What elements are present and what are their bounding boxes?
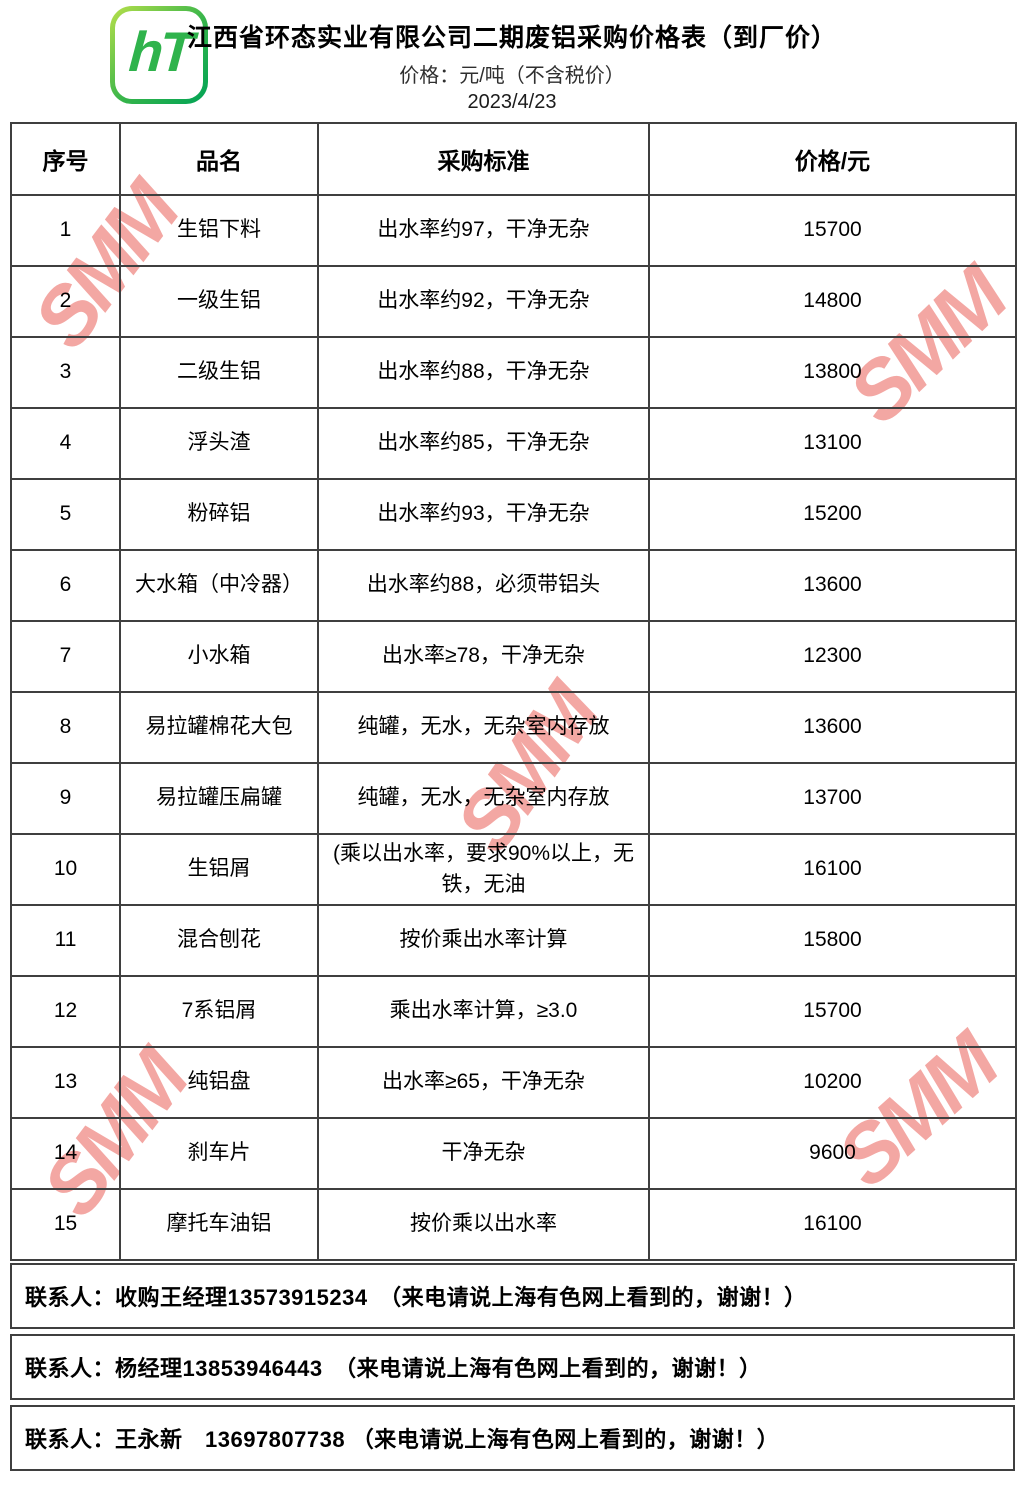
price-unit-subtitle: 价格：元/吨（不含税价） — [399, 65, 625, 87]
cell-standard: 按价乘出水率计算 — [317, 904, 650, 977]
table-row-15: 15 摩托车油铝 按价乘以出水率 16100 — [10, 1188, 1017, 1261]
company-logo: hT — [110, 6, 208, 104]
cell-standard: 按价乘以出水率 — [317, 1188, 650, 1261]
cell-product: 刹车片 — [119, 1117, 319, 1190]
cell-no: 8 — [10, 691, 121, 764]
cell-product: 易拉罐棉花大包 — [119, 691, 319, 764]
cell-product: 浮头渣 — [119, 407, 319, 480]
cell-product: 小水箱 — [119, 620, 319, 693]
cell-standard: 出水率约93，干净无杂 — [317, 478, 650, 551]
cell-price: 15700 — [648, 194, 1017, 267]
company-logo-inner: hT — [115, 11, 203, 99]
cell-no: 2 — [10, 265, 121, 338]
cell-no: 9 — [10, 762, 121, 835]
cell-standard: 出水率约88，干净无杂 — [317, 336, 650, 409]
cell-standard: 出水率≥78，干净无杂 — [317, 620, 650, 693]
cell-no: 12 — [10, 975, 121, 1048]
cell-product: 混合刨花 — [119, 904, 319, 977]
cell-price: 15800 — [648, 904, 1017, 977]
cell-price: 16100 — [648, 1188, 1017, 1261]
table-row-5: 5 粉碎铝 出水率约93，干净无杂 15200 — [10, 478, 1017, 551]
cell-product: 粉碎铝 — [119, 478, 319, 551]
cell-product: 生铝屑 — [119, 833, 319, 906]
cell-product: 易拉罐压扁罐 — [119, 762, 319, 835]
cell-product: 生铝下料 — [119, 194, 319, 267]
contact-line-3: 联系人：王永新 13697807738 （来电请说上海有色网上看到的，谢谢！） — [10, 1405, 1015, 1471]
table-header-row: 序号 品名 采购标准 价格/元 — [10, 122, 1017, 196]
table-row-12: 12 7系铝屑 乘出水率计算，≥3.0 15700 — [10, 975, 1017, 1048]
cell-product: 一级生铝 — [119, 265, 319, 338]
contact-line-2: 联系人：杨经理13853946443 （来电请说上海有色网上看到的，谢谢！） — [10, 1334, 1015, 1400]
cell-standard: 纯罐，无水，无杂室内存放 — [317, 691, 650, 764]
table-row-1: 1 生铝下料 出水率约97，干净无杂 15700 — [10, 194, 1017, 267]
cell-product: 摩托车油铝 — [119, 1188, 319, 1261]
cell-no: 14 — [10, 1117, 121, 1190]
cell-no: 15 — [10, 1188, 121, 1261]
cell-standard: 出水率约97，干净无杂 — [317, 194, 650, 267]
contact-line-1: 联系人：收购王经理13573915234 （来电请说上海有色网上看到的，谢谢！） — [10, 1263, 1015, 1329]
cell-price: 14800 — [648, 265, 1017, 338]
cell-price: 13800 — [648, 336, 1017, 409]
cell-price: 13600 — [648, 549, 1017, 622]
col-header-standard: 采购标准 — [317, 122, 650, 196]
table-row-10: 10 生铝屑 (乘以出水率，要求90%以上，无铁，无油 16100 — [10, 833, 1017, 906]
cell-standard: 出水率约85，干净无杂 — [317, 407, 650, 480]
cell-no: 4 — [10, 407, 121, 480]
cell-no: 1 — [10, 194, 121, 267]
table-row-13: 13 纯铝盘 出水率≥65，干净无杂 10200 — [10, 1046, 1017, 1119]
cell-no: 10 — [10, 833, 121, 906]
cell-standard: 出水率≥65，干净无杂 — [317, 1046, 650, 1119]
cell-price: 13600 — [648, 691, 1017, 764]
cell-price: 9600 — [648, 1117, 1017, 1190]
table-row-8: 8 易拉罐棉花大包 纯罐，无水，无杂室内存放 13600 — [10, 691, 1017, 764]
cell-product: 大水箱（中冷器） — [119, 549, 319, 622]
cell-product: 7系铝屑 — [119, 975, 319, 1048]
table-row-9: 9 易拉罐压扁罐 纯罐，无水，无杂室内存放 13700 — [10, 762, 1017, 835]
cell-price: 13100 — [648, 407, 1017, 480]
cell-product: 纯铝盘 — [119, 1046, 319, 1119]
cell-standard: 出水率约88，必须带铝头 — [317, 549, 650, 622]
table-row-11: 11 混合刨花 按价乘出水率计算 15800 — [10, 904, 1017, 977]
page-title: 江西省环态实业有限公司二期废铝采购价格表（到厂价） — [186, 24, 837, 52]
cell-no: 6 — [10, 549, 121, 622]
cell-price: 10200 — [648, 1046, 1017, 1119]
cell-no: 7 — [10, 620, 121, 693]
cell-standard: 干净无杂 — [317, 1117, 650, 1190]
cell-standard: 出水率约92，干净无杂 — [317, 265, 650, 338]
cell-standard: (乘以出水率，要求90%以上，无铁，无油 — [317, 833, 650, 906]
price-date: 2023/4/23 — [467, 91, 557, 113]
cell-no: 5 — [10, 478, 121, 551]
cell-product: 二级生铝 — [119, 336, 319, 409]
cell-price: 13700 — [648, 762, 1017, 835]
cell-no: 11 — [10, 904, 121, 977]
col-header-price: 价格/元 — [648, 122, 1017, 196]
price-table: 序号 品名 采购标准 价格/元 1 生铝下料 出水率约97，干净无杂 15700… — [10, 122, 1017, 1261]
cell-no: 3 — [10, 336, 121, 409]
table-row-3: 3 二级生铝 出水率约88，干净无杂 13800 — [10, 336, 1017, 409]
cell-price: 12300 — [648, 620, 1017, 693]
col-header-no: 序号 — [10, 122, 121, 196]
table-row-2: 2 一级生铝 出水率约92，干净无杂 14800 — [10, 265, 1017, 338]
col-header-product: 品名 — [119, 122, 319, 196]
cell-price: 15700 — [648, 975, 1017, 1048]
cell-no: 13 — [10, 1046, 121, 1119]
cell-price: 16100 — [648, 833, 1017, 906]
table-row-6: 6 大水箱（中冷器） 出水率约88，必须带铝头 13600 — [10, 549, 1017, 622]
cell-price: 15200 — [648, 478, 1017, 551]
cell-standard: 乘出水率计算，≥3.0 — [317, 975, 650, 1048]
table-row-7: 7 小水箱 出水率≥78，干净无杂 12300 — [10, 620, 1017, 693]
table-row-4: 4 浮头渣 出水率约85，干净无杂 13100 — [10, 407, 1017, 480]
cell-standard: 纯罐，无水，无杂室内存放 — [317, 762, 650, 835]
table-row-14: 14 刹车片 干净无杂 9600 — [10, 1117, 1017, 1190]
